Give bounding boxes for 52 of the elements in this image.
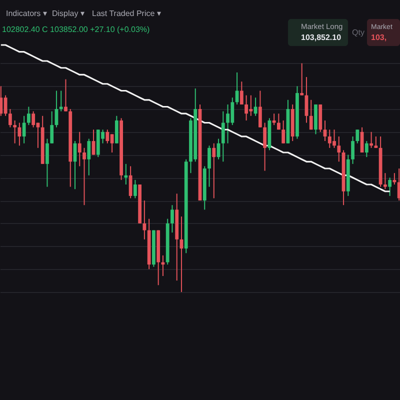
candlestick xyxy=(392,172,396,186)
candlestick xyxy=(272,113,276,126)
candlestick xyxy=(32,110,36,128)
candlestick xyxy=(397,168,400,202)
candlestick xyxy=(383,172,387,190)
text: Indicators ▾ xyxy=(6,9,47,18)
candlestick xyxy=(46,138,49,188)
candlestick xyxy=(240,81,244,105)
candlestick xyxy=(92,129,96,156)
candlestick xyxy=(208,145,211,188)
candlestick xyxy=(133,179,137,199)
candlestick xyxy=(277,113,280,130)
candlestick xyxy=(59,90,63,112)
candlestick xyxy=(370,131,373,148)
candlestick xyxy=(124,163,128,186)
candlestick xyxy=(221,110,225,162)
candlestick xyxy=(254,97,258,116)
candlestick xyxy=(64,78,68,112)
text: Last Traded Price ▾ xyxy=(92,9,161,18)
candlestick xyxy=(128,166,132,199)
candlestick xyxy=(263,122,267,172)
candlestick xyxy=(22,115,26,144)
candlestick xyxy=(106,129,110,144)
candlestick xyxy=(78,131,82,167)
candlestick xyxy=(337,136,341,162)
candlestick xyxy=(282,120,286,144)
candlestick xyxy=(300,62,304,96)
candlestick xyxy=(212,142,216,199)
candlestick xyxy=(323,120,327,142)
text: 103,852.10 xyxy=(301,33,342,42)
text: Display ▾ xyxy=(52,9,84,18)
candlestick xyxy=(114,115,118,144)
candlestick xyxy=(258,90,262,128)
candlestick xyxy=(374,136,378,148)
candlestick xyxy=(4,94,8,116)
candlestick xyxy=(8,108,12,128)
candlestick xyxy=(170,204,174,234)
candlestick xyxy=(356,129,360,144)
candlestick xyxy=(87,138,91,176)
candlestick xyxy=(309,99,313,130)
candlestick xyxy=(13,120,17,144)
candlestick xyxy=(50,110,54,144)
candlestick xyxy=(18,122,22,146)
candlestick xyxy=(82,147,86,206)
text: 103, xyxy=(371,33,387,42)
candlestick xyxy=(388,177,392,196)
candlestick xyxy=(364,140,368,158)
candlestick xyxy=(351,136,354,164)
candlestick xyxy=(27,106,30,126)
text: 102802.40 C 103852.00 +27.10 (+0.03%) xyxy=(2,25,150,34)
candlestick xyxy=(142,200,146,240)
text: Qty xyxy=(352,28,364,37)
